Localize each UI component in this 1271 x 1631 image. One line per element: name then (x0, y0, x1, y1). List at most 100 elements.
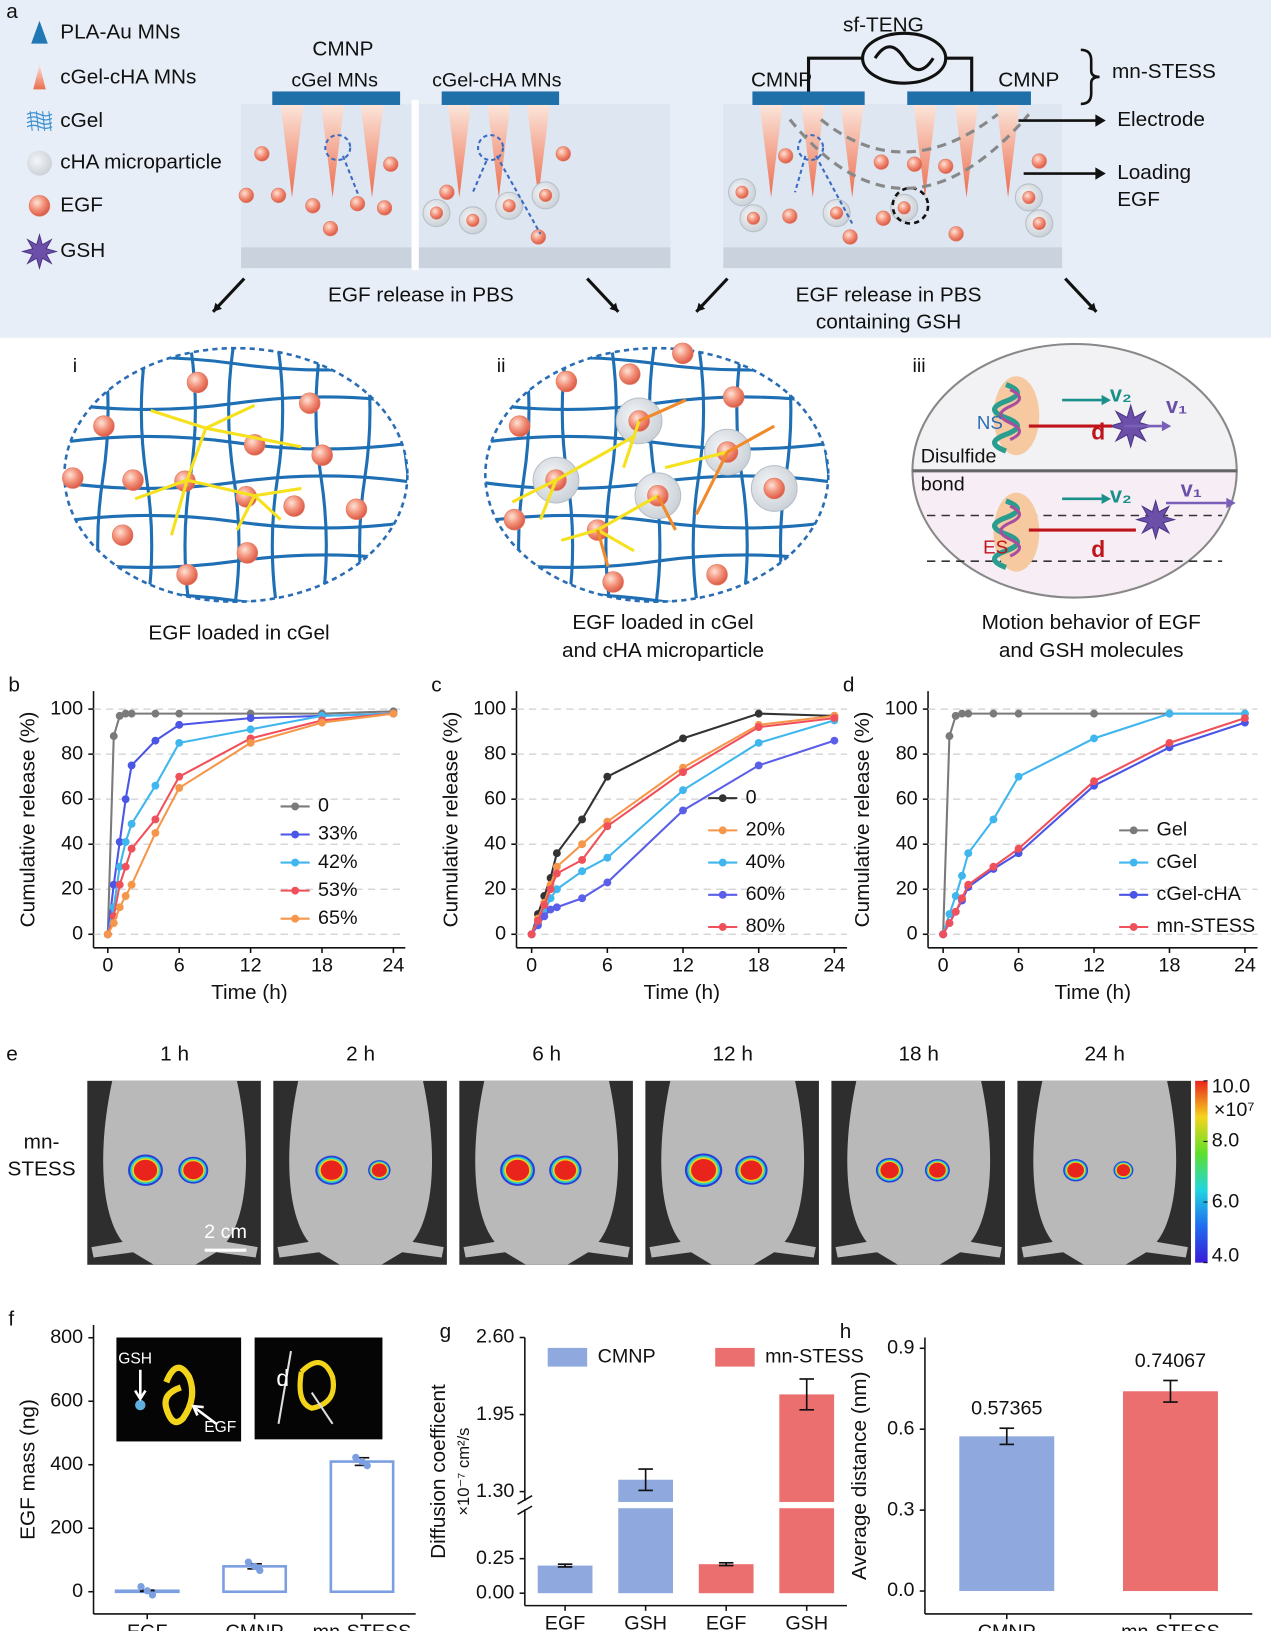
egf-particle (311, 444, 333, 466)
data-point (127, 709, 136, 718)
legend-label: 42% (318, 851, 358, 873)
data-point (958, 871, 966, 880)
bar (222, 1565, 288, 1594)
data-point (318, 718, 326, 727)
data-point (534, 916, 542, 925)
bar (1122, 1391, 1218, 1592)
x-tick-label: GSH (624, 1613, 667, 1631)
zoom-mark (477, 134, 505, 162)
bar-break (778, 1501, 836, 1509)
x-axis-label: Time (h) (643, 981, 720, 1004)
x-tick-label: CMNP (978, 1621, 1036, 1631)
inset-arrow (134, 1369, 147, 1402)
data-point (175, 709, 184, 718)
legend-icon (33, 64, 46, 90)
gsh-render (135, 1399, 146, 1411)
egf-particle (672, 342, 694, 365)
mn-base (907, 91, 1031, 105)
protein-render (277, 1350, 334, 1425)
legend-label: cGel-cHA (1157, 883, 1242, 905)
velocity-arrow (1101, 493, 1111, 505)
legend-text: GSH (60, 239, 105, 262)
panel-label: d (843, 673, 855, 696)
y-tick-label: 40 (896, 832, 918, 854)
data-point (121, 795, 130, 804)
diffusion-path (538, 479, 558, 521)
label: d (1091, 536, 1105, 562)
y-axis-label: Cumulative release (%) (440, 712, 463, 928)
mesh-line (64, 395, 408, 412)
legend-label: CMNP (598, 1345, 656, 1367)
data-point (127, 761, 136, 770)
x-tick-label: 24 (823, 955, 845, 977)
axis-break-mark (517, 1495, 533, 1505)
label: CMNP (751, 69, 812, 92)
legend-label: cGel (1157, 851, 1198, 873)
data-point (679, 786, 687, 795)
egf-particle (283, 495, 305, 517)
egf-particle (602, 571, 624, 593)
x-tick-label: 12 (672, 955, 694, 977)
egf-particle (322, 221, 339, 237)
egf-particle (873, 154, 889, 170)
egf-particle (555, 146, 571, 162)
data-point (540, 912, 549, 921)
legend-swatch (718, 794, 727, 803)
diffusion-path (253, 494, 282, 521)
legend-icon (35, 111, 39, 131)
time-label: 1 h (160, 1042, 189, 1065)
diffusion-path (656, 495, 677, 531)
bar (698, 1564, 754, 1594)
bar (959, 1436, 1055, 1592)
skin-base (241, 247, 671, 269)
egf-particle (186, 371, 209, 394)
legend-label: 0 (746, 786, 757, 808)
legend-swatch (718, 890, 727, 899)
egf-particle (345, 498, 368, 520)
value-label: 0.57365 (971, 1398, 1042, 1420)
zoom-mark (324, 134, 352, 162)
colorbar-unit: ×10⁷ (1214, 1099, 1255, 1121)
data-point (1165, 709, 1174, 718)
egf-particle (530, 229, 546, 245)
egf-protein (999, 388, 1022, 442)
x-tick-label: 12 (240, 955, 262, 977)
zoom-arrow (696, 302, 706, 312)
x-tick-label: 12 (1083, 955, 1105, 977)
mesh-line (485, 434, 829, 451)
label: EGF loaded in cGel (148, 621, 329, 644)
label: EGF (204, 1419, 236, 1436)
axis-break (518, 1500, 532, 1510)
legend-label: 60% (746, 883, 786, 905)
data-point (951, 892, 960, 900)
signal-spot (505, 1159, 530, 1181)
panel-label: a (6, 0, 18, 23)
x-tick-label: CMNP (226, 1621, 284, 1631)
label: CMNP (312, 37, 373, 60)
egf-particle (778, 148, 794, 164)
y-axis-label: Cumulative release (%) (17, 712, 40, 928)
panel-label: h (840, 1320, 852, 1343)
y-tick-label: 80 (484, 742, 506, 764)
data-point (109, 919, 118, 927)
data-point (603, 853, 612, 862)
y-tick-label: 100 (473, 697, 506, 719)
x-axis-label: Time (h) (1055, 981, 1132, 1004)
x-tick-label: 0 (526, 955, 537, 977)
mesh-line (227, 348, 241, 602)
diffusion-path (150, 409, 207, 430)
egf-particle (28, 195, 51, 217)
label: EGF release in PBS (796, 284, 982, 307)
legend-swatch (291, 830, 300, 839)
egf-particle (948, 226, 964, 242)
x-tick-label: 6 (602, 955, 613, 977)
egf-particle (746, 211, 761, 225)
replicate-dot (244, 1558, 253, 1566)
series-line (106, 710, 394, 935)
label: containing GSH (816, 311, 961, 334)
egf-particle (842, 229, 858, 245)
legend-label: 80% (746, 915, 786, 937)
label: iii (912, 355, 925, 377)
colorbar-label: 8.0 (1212, 1130, 1239, 1152)
data-point (109, 732, 118, 741)
